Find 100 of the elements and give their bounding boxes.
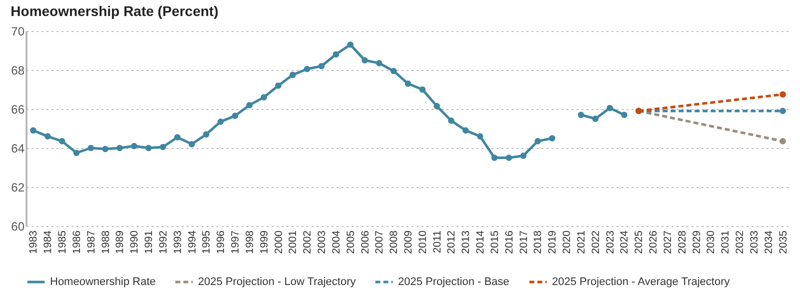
legend-label: 2025 Projection - Average Trajectory [552,276,730,288]
point [145,144,152,152]
x-tick-label: 2025 [633,230,646,254]
x-tick-label: 2029 [690,230,703,254]
x-tick-label: 2019 [546,230,559,254]
point [520,152,526,159]
point [404,80,412,87]
point [362,57,368,64]
point [102,146,108,152]
x-tick-label: 2030 [705,230,718,254]
point [174,134,181,140]
x-tick-label: 2035 [777,230,790,254]
x-tick-label: 2026 [648,230,660,254]
y-tick-label: 70 [11,24,25,38]
point [448,118,454,124]
x-tick-label: 2009 [402,230,414,254]
point [130,142,138,150]
x-tick-label: 1992 [157,230,170,254]
point [58,138,66,144]
x-tick-label: 1985 [56,230,69,254]
x-tick-label: 2006 [359,230,372,254]
x-tick-label: 2002 [302,230,314,254]
x-tick-label: 2013 [460,230,472,254]
point [476,133,484,140]
x-tick-label: 2032 [734,230,746,254]
point [116,144,123,152]
x-tick-label: 2021 [575,230,588,254]
point [462,127,469,134]
point [621,112,628,118]
point [246,102,253,108]
point [780,91,786,98]
x-tick-label: 1998 [244,230,256,254]
point [304,66,310,72]
y-tick-label: 66 [11,102,25,116]
x-tick-label: 1993 [172,230,184,254]
point [73,150,80,156]
point [332,51,340,58]
x-tick-label: 2014 [474,230,487,254]
point [44,133,51,140]
x-tick-label: 2018 [532,230,544,254]
point [232,112,238,119]
legend-label: 2025 Projection - Base [398,276,510,288]
x-tick-label: 1996 [215,230,228,254]
point [203,131,210,138]
chart-title: Homeownership Rate (Percent) [10,3,218,19]
x-tick-label: 1995 [200,230,213,254]
x-tick-label: 1990 [128,230,141,254]
x-tick-label: 2011 [431,230,444,254]
x-tick-label: 2000 [272,230,285,254]
x-tick-label: 2031 [720,230,732,254]
x-tick-label: 2022 [590,230,602,254]
point [606,104,613,112]
x-tick-label: 2008 [388,230,400,254]
x-tick-label: 2007 [374,230,386,254]
point [419,86,426,93]
y-tick-label: 60 [11,220,25,234]
x-tick-label: 1983 [28,230,40,254]
point [390,68,397,74]
x-tick-label: 1989 [114,230,126,254]
x-tick-label: 2033 [748,230,760,254]
x-tick-label: 2024 [618,230,631,254]
x-tick-label: 1997 [230,230,242,254]
point [491,154,498,161]
point [548,135,556,142]
point [30,127,36,134]
x-tick-label: 2005 [344,230,357,254]
point [376,60,382,66]
x-tick-label: 1994 [186,230,198,254]
point [318,62,325,70]
point [578,112,584,118]
y-tick-label: 68 [11,64,25,78]
x-tick-label: 1986 [70,230,83,254]
point [290,72,296,78]
point [160,144,166,150]
point [534,138,541,144]
x-tick-label: 1999 [258,230,270,254]
point [592,116,599,122]
point [188,140,195,148]
legend-label: Homeownership Rate [50,276,156,288]
x-tick-label: 2001 [287,230,300,254]
x-tick-label: 2012 [446,230,458,254]
x-tick-label: 2003 [316,230,328,254]
point [780,138,786,144]
x-tick-label: 2027 [662,230,674,254]
point [275,82,282,89]
y-tick-label: 64 [11,142,25,156]
x-tick-label: 2020 [561,230,574,254]
point [506,154,512,161]
x-tick-label: 1984 [42,230,54,254]
legend-label: 2025 Projection - Low Trajectory [198,276,356,288]
x-tick-label: 2016 [503,230,516,254]
x-tick-label: 1991 [143,230,156,254]
point [347,41,354,48]
x-tick-label: 1988 [100,230,112,254]
point [217,118,224,125]
x-tick-label: 1987 [85,230,98,254]
point [434,102,440,110]
x-tick-label: 2004 [330,230,342,254]
x-tick-label: 2034 [762,230,775,254]
x-tick-label: 2028 [676,230,688,254]
